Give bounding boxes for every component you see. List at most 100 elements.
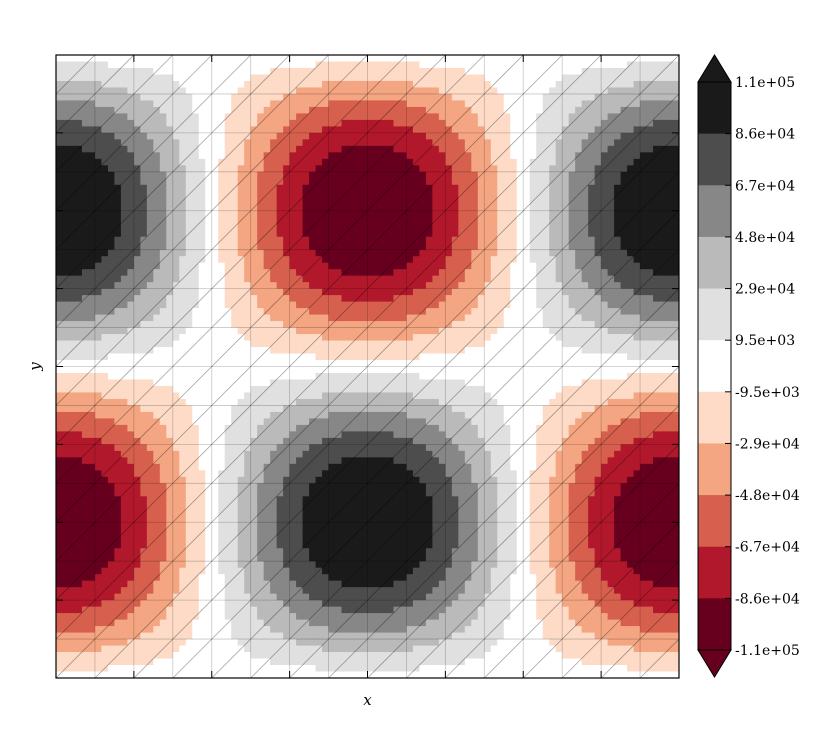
contour-cell — [309, 463, 317, 471]
contour-cell — [373, 444, 382, 452]
contour-cell — [289, 619, 297, 627]
contour-cell — [367, 61, 375, 69]
contour-cell — [153, 470, 161, 478]
contour-cell — [218, 360, 226, 368]
contour-cell — [62, 113, 70, 121]
contour-cell — [198, 249, 206, 257]
contour-cell — [386, 275, 395, 283]
contour-cell — [289, 55, 297, 63]
contour-cell — [257, 197, 265, 205]
contour-cell — [198, 262, 206, 270]
contour-cell — [386, 561, 395, 569]
contour-cell — [185, 489, 193, 497]
contour-cell — [88, 158, 96, 166]
contour-cell — [94, 463, 103, 471]
contour-cell — [341, 353, 349, 361]
contour-cell — [309, 574, 317, 582]
contour-cell — [244, 450, 252, 458]
contour-cell — [361, 165, 369, 173]
contour-cell — [309, 74, 317, 82]
contour-cell — [140, 67, 148, 76]
contour-cell — [211, 256, 219, 264]
contour-cell — [62, 100, 70, 108]
contour-cell — [68, 600, 77, 608]
contour-cell — [107, 502, 116, 510]
contour-cell — [107, 119, 116, 127]
contour-cell — [101, 347, 109, 355]
contour-cell — [296, 197, 304, 205]
contour-cell — [192, 431, 200, 439]
contour-cell — [237, 139, 245, 147]
contour-cell — [296, 502, 304, 510]
contour-cell — [192, 600, 200, 608]
contour-cell — [192, 158, 200, 166]
contour-cell — [62, 340, 70, 348]
contour-cell — [283, 483, 291, 491]
contour-cell — [133, 606, 141, 614]
contour-cell — [335, 658, 343, 666]
contour-cell — [120, 548, 128, 556]
contour-cell — [263, 665, 271, 673]
contour-cell — [263, 139, 271, 147]
contour-cell — [166, 476, 174, 484]
contour-cell — [289, 74, 297, 82]
contour-cell — [270, 515, 278, 523]
contour-cell — [263, 502, 271, 510]
contour-cell — [257, 321, 265, 329]
contour-cell — [231, 619, 239, 627]
contour-cell — [348, 431, 356, 439]
contour-cell — [322, 106, 330, 115]
contour-cell — [373, 87, 382, 95]
contour-cell — [335, 236, 343, 244]
contour-cell — [335, 489, 343, 497]
contour-cell — [270, 113, 278, 121]
contour-cell — [361, 405, 369, 413]
contour-cell — [68, 548, 77, 556]
contour-cell — [94, 282, 103, 290]
contour-cell — [289, 541, 297, 549]
contour-cell — [159, 67, 167, 76]
contour-cell — [244, 132, 252, 140]
contour-cell — [322, 217, 330, 225]
contour-cell — [68, 567, 77, 575]
contour-cell — [88, 379, 96, 387]
contour-cell — [335, 139, 343, 147]
contour-cell — [127, 574, 135, 582]
contour-cell — [367, 639, 375, 647]
contour-cell — [56, 126, 64, 134]
contour-cell — [237, 561, 245, 569]
contour-cell — [218, 632, 226, 640]
contour-cell — [88, 139, 96, 147]
contour-cell — [283, 100, 291, 108]
contour-cell — [107, 295, 116, 303]
contour-cell — [88, 67, 96, 76]
contour-cell — [185, 308, 193, 316]
contour-cell — [179, 424, 187, 432]
contour-cell — [237, 418, 245, 426]
contour-cell — [185, 665, 193, 673]
contour-cell — [140, 587, 148, 595]
contour-cell — [198, 567, 206, 575]
contour-cell — [373, 301, 382, 309]
contour-cell — [94, 334, 103, 342]
contour-cell — [107, 308, 116, 316]
contour-cell — [127, 561, 135, 569]
contour-cell — [75, 327, 83, 335]
contour-cell — [56, 178, 64, 186]
contour-cell — [296, 152, 304, 160]
contour-cell — [88, 93, 96, 102]
contour-cell — [244, 665, 252, 673]
contour-cell — [257, 119, 265, 127]
contour-cell — [328, 230, 336, 238]
contour-cell — [120, 483, 128, 491]
contour-cell — [354, 132, 362, 140]
contour-cell — [205, 658, 213, 666]
contour-cell — [68, 418, 77, 426]
contour-cell — [296, 398, 304, 407]
contour-cell — [322, 61, 330, 69]
contour-cell — [114, 372, 122, 381]
contour-cell — [81, 191, 90, 199]
contour-cell — [133, 476, 141, 484]
contour-cell — [159, 379, 167, 387]
contour-cell — [75, 334, 83, 342]
